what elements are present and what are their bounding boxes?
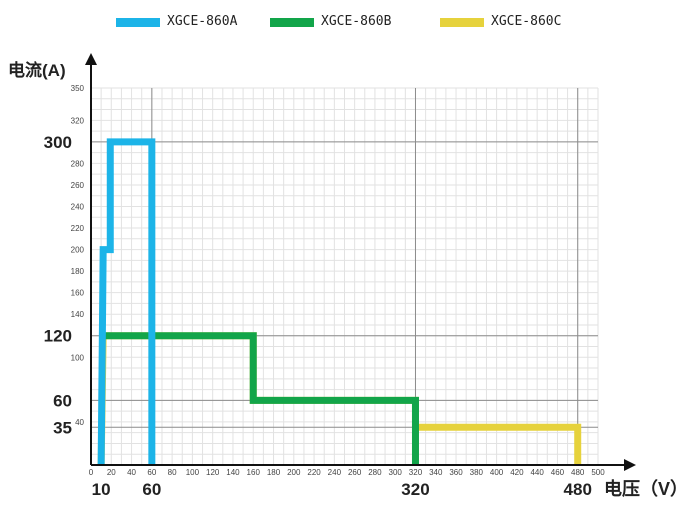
legend-swatch-xgce-860b xyxy=(270,18,314,27)
x-tick-label: 20 xyxy=(107,468,116,477)
y-tick-label: 180 xyxy=(71,267,85,276)
y-tick-label: 280 xyxy=(71,159,85,168)
series-line-xgce-860a xyxy=(97,138,156,466)
legend-swatch-xgce-860a xyxy=(116,18,160,27)
x-tick-label: 160 xyxy=(247,468,261,477)
tick-labels: 0 20 40 60 80 100 120 140 160 180 200 220 240 260 280 3… xyxy=(44,84,606,499)
y-major-tick-label: 120 xyxy=(44,327,72,346)
x-tick-label: 440 xyxy=(530,468,544,477)
x-tick-label: 320 xyxy=(409,468,423,477)
legend-swatch-xgce-860c xyxy=(440,18,484,27)
y-tick-label: 100 xyxy=(71,353,85,362)
x-tick-label: 80 xyxy=(168,468,177,477)
x-tick-label: 400 xyxy=(490,468,504,477)
y-tick-label: 160 xyxy=(71,289,85,298)
y-axis-title: 电流(A) xyxy=(8,60,66,80)
x-major-tick-label: 60 xyxy=(142,480,161,499)
y-tick-label: 40 xyxy=(75,418,84,427)
x-tick-label: 100 xyxy=(186,468,200,477)
series-line-xgce-860b xyxy=(101,332,419,465)
x-tick-label: 500 xyxy=(591,468,605,477)
x-tick-label: 140 xyxy=(226,468,240,477)
x-major-tick-label: 480 xyxy=(564,480,592,499)
legend: XGCE-860A XGCE-860B XGCE-860C xyxy=(0,14,700,34)
legend-label-xgce-860a: XGCE-860A xyxy=(167,14,238,29)
x-axis-arrow-icon xyxy=(624,459,636,471)
y-axis-arrow-icon xyxy=(85,53,97,65)
y-tick-label: 200 xyxy=(71,246,85,255)
y-tick-label: 220 xyxy=(71,224,85,233)
x-major-tick-label: 10 xyxy=(92,480,111,499)
y-major-tick-label: 60 xyxy=(53,391,72,410)
x-tick-label: 220 xyxy=(307,468,321,477)
x-major-tick-label: 320 xyxy=(401,480,429,499)
axes xyxy=(85,53,636,471)
series-lines xyxy=(97,138,582,466)
y-tick-label: 260 xyxy=(71,181,85,190)
x-tick-label: 340 xyxy=(429,468,443,477)
x-tick-label: 260 xyxy=(348,468,362,477)
y-tick-label: 240 xyxy=(71,202,85,211)
y-tick-label: 320 xyxy=(71,116,85,125)
x-tick-label: 380 xyxy=(470,468,484,477)
x-tick-label: 360 xyxy=(449,468,463,477)
y-major-tick-label: 300 xyxy=(44,133,72,152)
legend-label-xgce-860c: XGCE-860C xyxy=(491,14,562,29)
x-tick-label: 420 xyxy=(510,468,524,477)
x-tick-label: 0 xyxy=(89,468,94,477)
grid xyxy=(91,87,599,465)
x-tick-label: 200 xyxy=(287,468,301,477)
x-tick-label: 40 xyxy=(127,468,136,477)
x-tick-label: 60 xyxy=(147,468,156,477)
x-tick-label: 300 xyxy=(389,468,403,477)
legend-label-xgce-860b: XGCE-860B xyxy=(321,14,392,29)
x-tick-label: 240 xyxy=(328,468,342,477)
y-tick-label: 350 xyxy=(71,84,85,93)
x-tick-label: 460 xyxy=(551,468,565,477)
y-major-tick-label: 35 xyxy=(53,418,72,437)
x-axis-title: 电压（V） xyxy=(604,478,688,499)
x-tick-label: 280 xyxy=(368,468,382,477)
y-tick-label: 140 xyxy=(71,310,85,319)
x-tick-label: 180 xyxy=(267,468,281,477)
x-tick-label: 480 xyxy=(571,468,585,477)
x-tick-label: 120 xyxy=(206,468,220,477)
